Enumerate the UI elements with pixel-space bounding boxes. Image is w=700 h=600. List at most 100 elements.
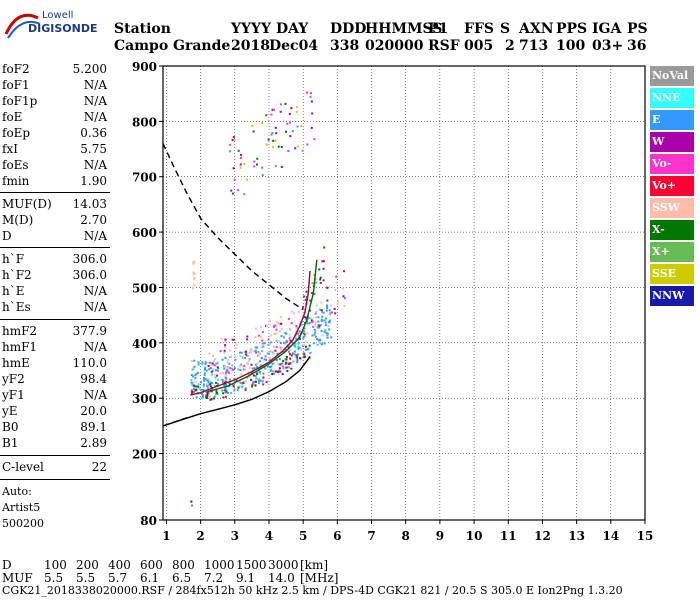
param-value: N/A (83, 340, 107, 354)
echo-point (223, 365, 226, 368)
echo-point (237, 368, 240, 371)
header-value-10: 03+ (592, 38, 624, 54)
muf-value: 5.5 (44, 571, 64, 585)
echo-point (204, 363, 207, 366)
echo-point (289, 135, 292, 138)
echo-point (260, 335, 263, 338)
echo-point (227, 392, 230, 395)
echo-point (307, 347, 310, 350)
echo-point (228, 362, 231, 365)
echo-point (211, 362, 214, 365)
param-name: yE (2, 404, 18, 418)
echo-point (233, 178, 236, 181)
echo-point (267, 365, 270, 368)
echo-point (263, 342, 266, 345)
echo-point (230, 367, 233, 370)
echo-point (313, 328, 316, 331)
echo-point (277, 369, 280, 372)
echo-point (247, 363, 250, 366)
echo-point (321, 315, 324, 318)
echo-point (190, 392, 193, 395)
muf-value: [MHz] (300, 571, 339, 585)
param-name: MUF(D) (2, 197, 52, 211)
param-value: 0.36 (80, 126, 107, 140)
echo-point (291, 130, 294, 133)
echo-point (197, 361, 200, 364)
echo-point (296, 125, 299, 128)
echo-point (319, 278, 322, 281)
echo-point (300, 125, 303, 128)
echo-point (209, 398, 212, 401)
echo-point (239, 381, 242, 384)
param-row: B1 2.89 (0, 436, 107, 451)
param-row: C-level 22 (0, 460, 107, 475)
param-row: hmF2 377.9 (0, 324, 107, 339)
echo-point (295, 110, 298, 113)
echo-point (239, 157, 242, 160)
echo-point (303, 333, 306, 336)
echo-point (328, 313, 331, 316)
param-name: hmE (2, 356, 30, 370)
param-name: foEs (2, 158, 29, 172)
echo-point (314, 331, 317, 334)
echo-point (298, 335, 301, 338)
echo-point (201, 393, 204, 396)
echo-point (303, 330, 306, 333)
echo-point (252, 350, 255, 353)
header-label-3: DDD (330, 21, 367, 37)
echo-point (261, 331, 264, 334)
echo-point (309, 92, 312, 95)
distance-value: 800 (172, 558, 195, 572)
echo-point (191, 504, 194, 507)
param-name: hmF1 (2, 340, 38, 354)
y-tick-label: 80 (140, 514, 157, 528)
header-label-10: IGA (592, 21, 622, 37)
echo-point (222, 372, 225, 375)
header-value-1: 2018 (231, 38, 270, 54)
echo-point (239, 369, 242, 372)
echo-point (297, 345, 300, 348)
echo-point (269, 365, 272, 368)
echo-point (311, 320, 314, 323)
echo-point (261, 377, 264, 380)
echo-point (312, 342, 315, 345)
echo-point (291, 352, 294, 355)
echo-point (194, 377, 197, 380)
echo-point (282, 336, 285, 339)
echo-point (191, 384, 194, 387)
echo-point (273, 333, 276, 336)
echo-point (274, 126, 277, 129)
echo-point (306, 332, 309, 335)
echo-point (243, 364, 246, 367)
param-value: 306.0 (72, 268, 107, 282)
echo-point (286, 343, 289, 346)
echo-point (277, 363, 280, 366)
echo-point (303, 352, 306, 355)
echo-point (274, 358, 277, 361)
echo-point (287, 350, 290, 353)
echo-point (271, 146, 274, 149)
y-tick-label: 200 (132, 448, 157, 462)
echo-point (320, 329, 323, 332)
echo-point (232, 167, 235, 170)
legend-item: NNW (650, 286, 694, 306)
echo-point (295, 337, 298, 340)
echo-point (192, 271, 195, 274)
echo-point (290, 354, 293, 357)
echo-point (281, 365, 284, 368)
echo-point (317, 320, 320, 323)
echo-point (257, 350, 260, 353)
echo-point (265, 114, 268, 117)
echo-point (233, 388, 236, 391)
echo-point (255, 351, 258, 354)
x-tick-label: 13 (568, 529, 585, 543)
echo-point (261, 166, 264, 169)
echo-point (326, 286, 329, 289)
echo-point (256, 157, 259, 160)
echo-point (298, 357, 301, 360)
echo-point (223, 367, 226, 370)
echo-point (316, 343, 319, 346)
echo-point (203, 374, 206, 377)
echo-point (204, 368, 207, 371)
echo-point (242, 368, 245, 371)
